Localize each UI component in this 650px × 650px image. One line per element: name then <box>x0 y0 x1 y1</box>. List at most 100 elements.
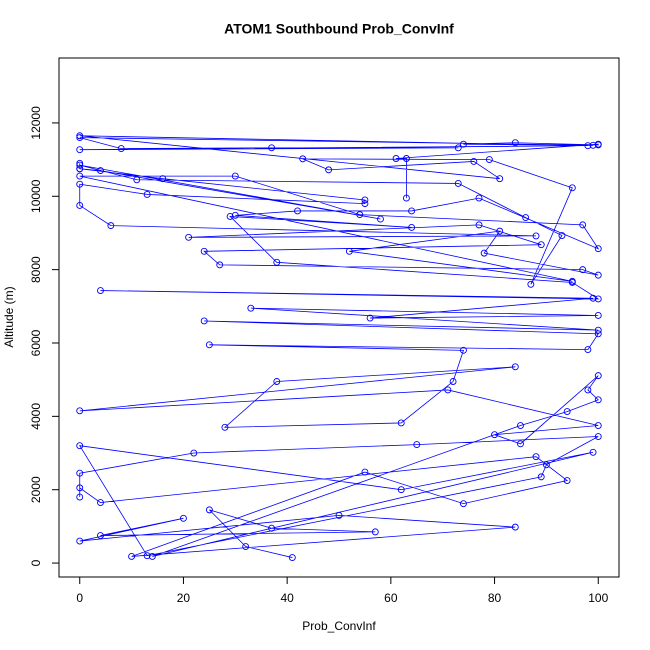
data-point <box>537 473 545 481</box>
data-point <box>402 155 410 162</box>
data-point <box>76 201 84 209</box>
data-point <box>361 468 369 476</box>
data-point <box>247 304 255 312</box>
data-point <box>408 207 416 215</box>
data-point <box>568 184 576 192</box>
x-tick-label: 80 <box>488 591 502 605</box>
data-point <box>268 524 276 532</box>
data-point <box>361 196 369 204</box>
data-point <box>76 180 84 188</box>
data-point <box>216 261 224 269</box>
data-point <box>511 363 519 371</box>
data-point <box>594 245 602 253</box>
data-point <box>143 190 151 198</box>
data-point <box>563 408 571 416</box>
data-point <box>594 326 602 334</box>
chart-title: ATOM1 Southbound Prob_ConvInf <box>224 21 454 37</box>
data-point <box>475 221 483 229</box>
y-axis-label: Altitude (m) <box>2 286 16 347</box>
x-tick-label: 100 <box>588 591 608 605</box>
data-point <box>231 211 239 219</box>
data-point <box>589 294 597 302</box>
data-point <box>511 139 519 147</box>
data-point <box>579 221 587 229</box>
data-point <box>76 159 84 167</box>
data-point <box>76 407 84 415</box>
data-point <box>589 448 597 456</box>
data-point <box>459 346 467 354</box>
data-point <box>97 499 104 506</box>
data-point <box>231 172 239 180</box>
data-point <box>480 249 488 257</box>
data-point <box>397 419 405 427</box>
x-tick-label: 60 <box>384 591 398 605</box>
data-point <box>485 156 493 164</box>
data-point <box>133 176 141 184</box>
data-point <box>584 346 592 354</box>
data-point <box>584 386 592 394</box>
data-point <box>76 132 84 140</box>
data-point <box>594 422 602 429</box>
data-point <box>366 314 374 322</box>
data-point <box>361 200 369 208</box>
data-point <box>594 295 602 303</box>
data-point <box>143 552 151 560</box>
data-point <box>97 167 104 175</box>
data-point <box>568 277 576 285</box>
data-point <box>470 157 478 165</box>
data-point <box>190 449 198 457</box>
data-point <box>517 422 524 429</box>
data-point <box>496 227 504 235</box>
y-tick-label: 10000 <box>29 179 43 213</box>
data-point <box>594 330 602 338</box>
data-point <box>408 224 416 231</box>
data-point <box>159 175 167 183</box>
data-point <box>273 378 281 385</box>
data-point <box>299 155 307 163</box>
data-point <box>97 532 104 540</box>
data-point <box>594 312 602 319</box>
x-tick-label: 40 <box>280 591 294 605</box>
x-tick-label: 0 <box>76 591 83 605</box>
data-point <box>76 161 84 169</box>
data-point <box>491 431 499 439</box>
data-point <box>371 528 379 536</box>
data-point <box>268 144 276 152</box>
data-point <box>594 372 602 380</box>
data-point <box>335 511 343 519</box>
data-point <box>402 194 410 202</box>
data-point <box>221 423 229 431</box>
data-point <box>76 165 84 173</box>
data-point <box>589 141 597 149</box>
y-tick-label: 6000 <box>29 329 43 356</box>
data-point <box>449 378 457 385</box>
data-point <box>242 543 250 551</box>
data-point <box>356 211 364 219</box>
data-point <box>522 214 530 222</box>
data-point <box>579 266 587 274</box>
data-point <box>76 493 84 501</box>
data-point <box>454 179 462 187</box>
y-tick-label: 2000 <box>29 476 43 503</box>
data-point <box>527 280 535 288</box>
data-point <box>76 442 84 450</box>
data-point <box>325 166 333 174</box>
data-point <box>200 317 208 325</box>
data-point <box>496 175 504 183</box>
data-point <box>459 140 467 148</box>
plot-box <box>58 57 620 578</box>
data-point <box>392 155 400 162</box>
y-tick-label: 8000 <box>29 256 43 283</box>
data-point <box>475 194 483 202</box>
data-point <box>537 241 545 249</box>
data-point <box>397 486 405 494</box>
data-point <box>200 247 208 255</box>
series-line <box>78 135 600 558</box>
data-point <box>532 232 540 240</box>
data-point <box>413 441 421 449</box>
data-point <box>377 215 384 223</box>
data-point <box>558 232 566 239</box>
data-point <box>76 469 84 477</box>
